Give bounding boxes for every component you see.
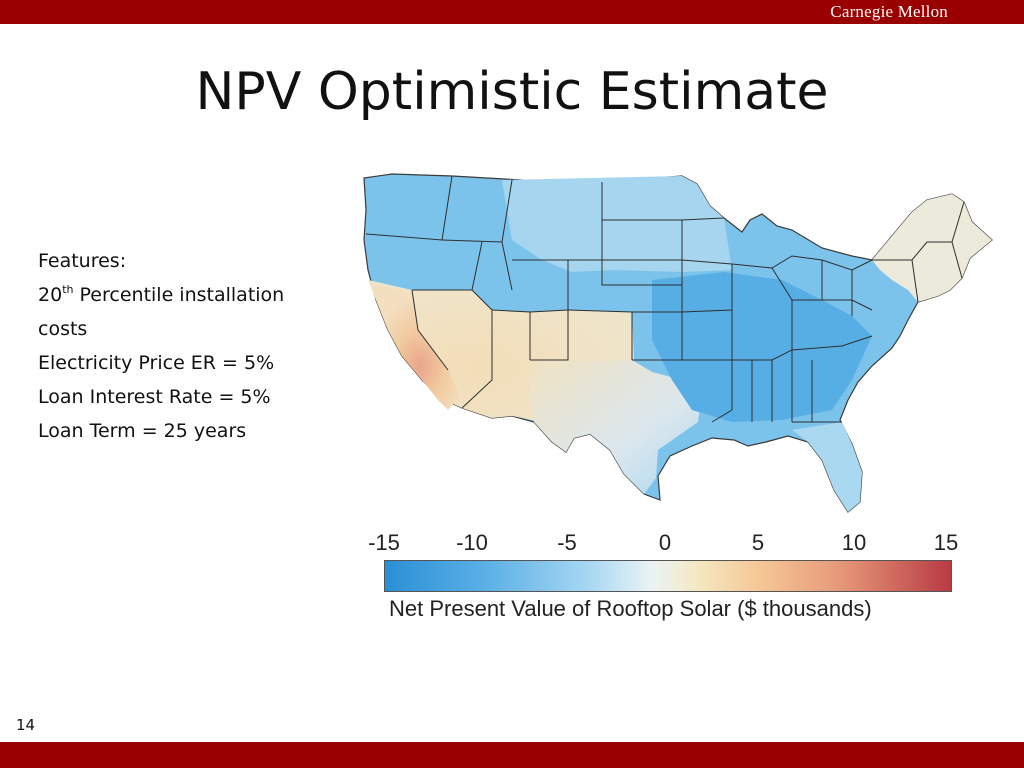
legend-label: Net Present Value of Rooftop Solar ($ th… <box>389 596 872 621</box>
feature-loan-rate: Loan Interest Rate = 5% <box>38 386 271 408</box>
features-heading: Features: <box>38 250 127 272</box>
feature-percentile-wrap: costs <box>38 318 88 340</box>
features-list: Features: 20th Percentile installation c… <box>38 244 348 448</box>
percentile-text: Percentile installation <box>73 284 285 306</box>
feature-electricity: Electricity Price ER = 5% <box>38 352 275 374</box>
upper-plains-pale-region <box>502 176 732 272</box>
florida-region <box>792 422 862 512</box>
legend-tick: 10 <box>841 530 867 555</box>
state-borders <box>365 175 965 423</box>
central-blue-region <box>652 272 872 422</box>
us-map-svg <box>363 173 993 513</box>
us-npv-map <box>352 160 1004 532</box>
page-number: 14 <box>16 716 36 734</box>
legend-tick: -10 <box>456 530 488 555</box>
california-hotspot <box>370 284 460 410</box>
university-logo: Carnegie Mellon <box>830 2 948 21</box>
northeast-warm-region <box>872 194 992 302</box>
footer-banner <box>0 742 1024 768</box>
legend-tick: 15 <box>933 530 959 555</box>
color-legend: -15 -10 -5 0 5 10 15 Net Present Value o… <box>352 530 972 630</box>
legend-tick: -15 <box>368 530 400 555</box>
texas-region <box>530 360 702 494</box>
feature-percentile: 20th Percentile installation <box>38 278 348 312</box>
header-banner: Carnegie Mellon <box>0 0 1024 24</box>
legend-tick: 5 <box>751 530 765 555</box>
legend-tick: 0 <box>658 530 672 555</box>
slide-title: NPV Optimistic Estimate <box>195 62 829 122</box>
percentile-number: 20 <box>38 284 63 306</box>
legend-tick: -5 <box>557 530 577 555</box>
legend-colorbar <box>384 560 952 592</box>
feature-loan-term: Loan Term = 25 years <box>38 420 247 442</box>
percentile-suffix: th <box>62 283 74 296</box>
legend-ticks: -15 -10 -5 0 5 10 15 <box>352 530 972 558</box>
